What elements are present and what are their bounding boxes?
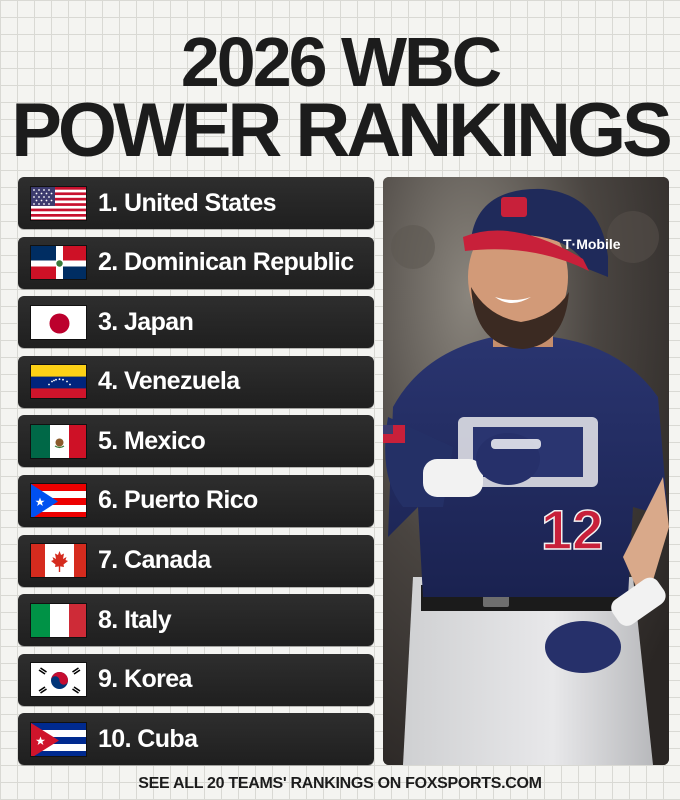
ranking-label: 10. Cuba (98, 724, 198, 753)
ranking-row-cuba: 10. Cuba (18, 713, 374, 766)
helmet-sponsor-text: T·Mobile (563, 236, 621, 252)
ranking-label: 3. Japan (98, 307, 194, 336)
us-flag-icon (30, 185, 87, 221)
korea-flag-icon (30, 662, 87, 698)
ranking-row-japan: 3. Japan (18, 296, 374, 349)
mexico-flag-icon (30, 423, 87, 459)
rankings-list: 1. United States 2. Dominican Republic 3… (18, 177, 374, 773)
ranking-label: 7. Canada (98, 546, 211, 575)
italy-flag-icon (30, 602, 87, 638)
ranking-row-venezuela: 4. Venezuela (18, 355, 374, 408)
ranking-label: 5. Mexico (98, 426, 206, 455)
ranking-row-italy: 8. Italy (18, 594, 374, 647)
ranking-row-mexico: 5. Mexico (18, 415, 374, 468)
player-photo: 12 T·Mobile (383, 177, 669, 765)
ranking-label: 4. Venezuela (98, 367, 240, 396)
ranking-label: 2. Dominican Republic (98, 248, 354, 277)
ranking-row-canada: 7. Canada (18, 534, 374, 587)
dominican-republic-flag-icon (30, 245, 87, 281)
cuba-flag-icon (30, 721, 87, 757)
puerto-rico-flag-icon (30, 483, 87, 519)
page-title-line-2: POWER RANKINGS (11, 88, 673, 173)
canada-flag-icon (30, 543, 87, 579)
ranking-row-dominican-republic: 2. Dominican Republic (18, 236, 374, 289)
venezuela-flag-icon (30, 364, 87, 400)
japan-flag-icon (30, 304, 87, 340)
ranking-row-korea: 9. Korea (18, 653, 374, 706)
jersey-number: 12 (541, 498, 603, 561)
ranking-label: 8. Italy (98, 605, 172, 634)
ranking-row-puerto-rico: 6. Puerto Rico (18, 474, 374, 527)
ranking-label: 6. Puerto Rico (98, 486, 258, 515)
ranking-label: 9. Korea (98, 665, 192, 694)
ranking-label: 1. United States (98, 188, 277, 217)
footer-link-text: SEE ALL 20 TEAMS' RANKINGS ON FOXSPORTS.… (138, 775, 542, 792)
ranking-row-united-states: 1. United States (18, 177, 374, 229)
page-title-line-1: 2026 WBC (180, 23, 502, 101)
